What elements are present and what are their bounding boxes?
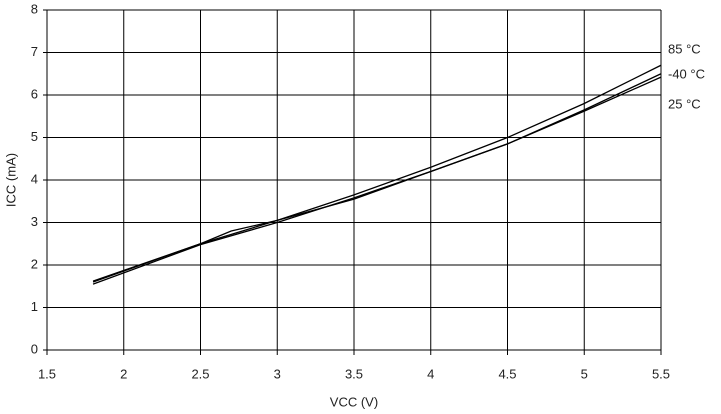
y-tick-label: 4: [31, 171, 38, 186]
x-tick-label: 3.5: [345, 366, 363, 381]
x-tick-label: 2.5: [191, 366, 209, 381]
y-tick-label: 7: [31, 44, 38, 59]
y-axis-label: ICC (mA): [3, 153, 18, 207]
series-line: [92, 76, 662, 285]
series-line: [92, 64, 662, 282]
y-tick-label: 8: [31, 1, 38, 16]
x-tick-label: 2: [120, 366, 127, 381]
series-line: [92, 73, 662, 283]
y-tick-label: 6: [31, 86, 38, 101]
y-tick-label: 0: [31, 341, 38, 356]
y-tick-label: 3: [31, 214, 38, 229]
y-tick-label: 1: [31, 299, 38, 314]
x-tick-label: 4: [427, 366, 434, 381]
legend-label: 25 °C: [668, 96, 701, 111]
legend-label: -40 °C: [668, 66, 705, 81]
y-tick-label: 5: [31, 129, 38, 144]
y-tick-label: 2: [31, 256, 38, 271]
legend-label: 85 °C: [668, 41, 701, 56]
x-tick-label: 1.5: [38, 366, 56, 381]
x-tick-label: 4.5: [498, 366, 516, 381]
x-axis-label: VCC (V): [330, 394, 378, 409]
x-tick-label: 5: [581, 366, 588, 381]
x-tick-label: 5.5: [652, 366, 670, 381]
x-tick-label: 3: [274, 366, 281, 381]
